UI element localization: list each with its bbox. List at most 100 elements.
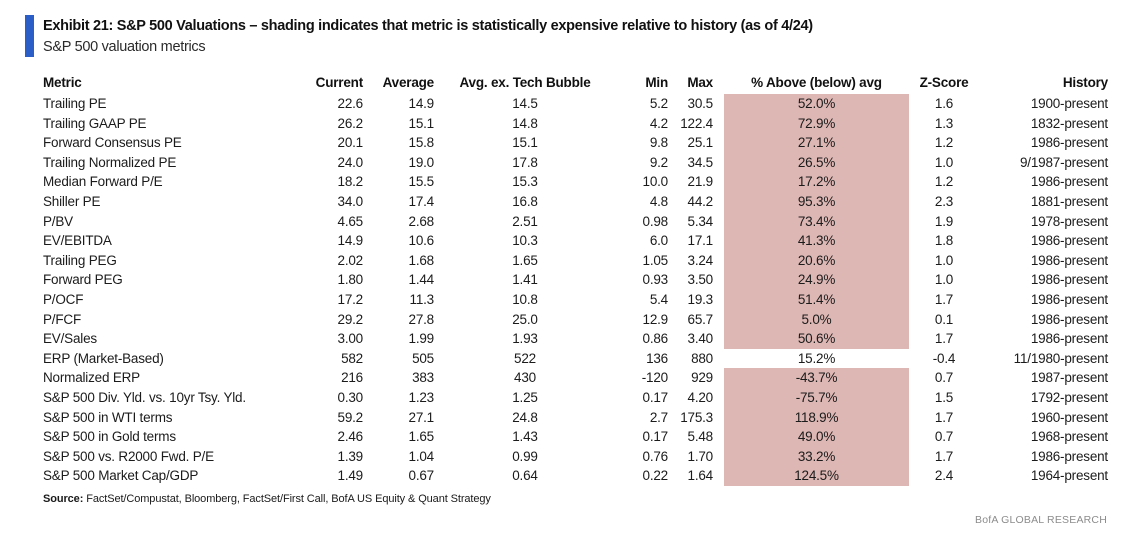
table-row: Forward PEG 1.80 1.44 1.41 0.93 3.50 24.… [43, 270, 1108, 290]
avg-ex-tech-bubble-cell: 1.25 [512, 389, 538, 405]
current-cell: 4.65 [337, 213, 364, 229]
valuation-table: Metric Current Average Avg. ex. Tech Bub… [43, 71, 1108, 486]
history-cell: 1986-present [1030, 272, 1108, 288]
table-row: S&P 500 in WTI terms 59.2 27.1 24.8 2.7 … [43, 407, 1108, 428]
current-cell: 216 [341, 370, 363, 386]
avg-ex-tech-bubble-cell: 0.99 [512, 448, 538, 464]
avg-ex-tech-bubble-cell: 17.8 [512, 154, 538, 170]
min-cell: 12.9 [642, 311, 669, 327]
table-row: Trailing Normalized PE 24.0 19.0 17.8 9.… [43, 152, 1108, 173]
current-cell: 1.39 [337, 448, 364, 464]
source-line: Source: FactSet/Compustat, Bloomberg, Fa… [43, 493, 1107, 505]
max-cell: 5.48 [687, 429, 714, 445]
metric-cell: P/FCF [43, 311, 81, 327]
max-cell: 25.1 [687, 135, 714, 151]
metric-cell: Trailing GAAP PE [43, 115, 147, 131]
current-cell: 20.1 [337, 135, 364, 151]
min-cell: 2.7 [649, 409, 668, 425]
exhibit-subtitle: S&P 500 valuation metrics [43, 39, 206, 55]
avg-ex-tech-bubble-cell: 1.43 [512, 429, 538, 445]
source-text: FactSet/Compustat, Bloomberg, FactSet/Fi… [83, 492, 491, 505]
metric-cell: Normalized ERP [43, 370, 140, 386]
history-cell: 1986-present [1030, 252, 1108, 268]
z-score-cell: 1.0 [934, 154, 954, 170]
metric-cell: P/OCF [43, 291, 84, 307]
table-row: Median Forward P/E 18.2 15.5 15.3 10.0 2… [43, 172, 1108, 192]
pct-above-avg-cell: 20.6% [713, 250, 909, 271]
max-cell: 5.34 [687, 213, 714, 229]
history-cell: 9/1987-present [1019, 154, 1108, 170]
table-row: P/BV 4.65 2.68 2.51 0.98 5.34 73.4% 1.9 … [43, 211, 1108, 232]
table-row: ERP (Market-Based) 582 505 522 136 880 1… [43, 349, 1108, 369]
metric-cell: S&P 500 Market Cap/GDP [43, 468, 199, 484]
history-cell: 1792-present [1030, 389, 1108, 405]
z-score-cell: 2.3 [934, 193, 954, 209]
metric-cell: Forward Consensus PE [43, 135, 182, 151]
table-row: Normalized ERP 216 383 430 -120 929 -43.… [43, 368, 1108, 388]
average-cell: 1.65 [408, 429, 435, 445]
max-cell: 122.4 [680, 115, 713, 131]
min-cell: -120 [641, 370, 668, 386]
avg-ex-tech-bubble-cell: 0.64 [512, 468, 538, 484]
min-cell: 10.0 [642, 174, 669, 190]
history-cell: 1978-present [1030, 213, 1108, 229]
current-cell: 582 [341, 350, 363, 366]
max-cell: 1.70 [687, 448, 714, 464]
pct-above-avg-cell: 95.3% [713, 191, 909, 212]
header-history: History [1062, 75, 1108, 90]
avg-ex-tech-bubble-cell: 16.8 [512, 193, 538, 209]
pct-above-avg-cell: 26.5% [713, 152, 909, 173]
metric-cell: EV/EBITDA [43, 233, 112, 249]
average-cell: 2.68 [408, 213, 435, 229]
pct-above-avg-cell: 49.0% [713, 427, 909, 447]
metric-cell: EV/Sales [43, 331, 97, 347]
history-cell: 1986-present [1030, 135, 1108, 151]
z-score-cell: 2.4 [934, 468, 954, 484]
history-cell: 1986-present [1030, 233, 1108, 249]
header-average: Average [382, 75, 435, 90]
valuation-table-wrap: Metric Current Average Avg. ex. Tech Bub… [43, 71, 1108, 486]
pct-above-avg-cell: 41.3% [713, 231, 909, 251]
average-cell: 15.8 [408, 135, 435, 151]
pct-above-avg-cell: 72.9% [713, 113, 909, 134]
min-cell: 0.93 [642, 272, 669, 288]
min-cell: 5.2 [649, 96, 668, 111]
table-row: Forward Consensus PE 20.1 15.8 15.1 9.8 … [43, 133, 1108, 153]
metric-cell: P/BV [43, 213, 73, 229]
avg-ex-tech-bubble-cell: 25.0 [512, 311, 538, 327]
history-cell: 1987-present [1030, 370, 1108, 386]
z-score-cell: 1.7 [934, 331, 954, 347]
current-cell: 1.49 [337, 468, 364, 484]
avg-ex-tech-bubble-cell: 10.8 [512, 291, 538, 307]
metric-cell: S&P 500 Div. Yld. vs. 10yr Tsy. Yld. [43, 389, 246, 405]
avg-ex-tech-bubble-cell: 2.51 [512, 213, 538, 229]
current-cell: 14.9 [337, 233, 364, 249]
history-cell: 1968-present [1030, 429, 1108, 445]
z-score-cell: 0.7 [934, 370, 954, 386]
current-cell: 24.0 [337, 154, 364, 170]
metric-cell: S&P 500 vs. R2000 Fwd. P/E [43, 448, 214, 464]
table-row: S&P 500 vs. R2000 Fwd. P/E 1.39 1.04 0.9… [43, 446, 1108, 467]
max-cell: 3.40 [687, 331, 714, 347]
pct-above-avg-cell: 24.9% [713, 270, 909, 290]
header-pct-above-avg: % Above (below) avg [751, 75, 882, 90]
pct-above-avg-cell: 73.4% [713, 211, 909, 232]
history-cell: 1832-present [1030, 115, 1108, 131]
history-cell: 1881-present [1030, 193, 1108, 209]
min-cell: 9.2 [649, 154, 668, 170]
max-cell: 1.64 [687, 468, 714, 484]
z-score-cell: 1.8 [934, 233, 954, 249]
pct-above-avg-cell: 124.5% [713, 466, 909, 486]
max-cell: 880 [691, 350, 713, 366]
header-max: Max [687, 75, 713, 90]
min-cell: 5.4 [649, 291, 668, 307]
metric-cell: ERP (Market-Based) [43, 350, 164, 366]
min-cell: 6.0 [649, 233, 668, 249]
max-cell: 19.3 [687, 291, 714, 307]
pct-above-avg-cell: 5.0% [713, 309, 909, 330]
avg-ex-tech-bubble-cell: 14.8 [512, 115, 538, 131]
z-score-cell: 1.7 [934, 409, 954, 425]
history-cell: 1986-present [1030, 448, 1108, 464]
z-score-cell: -0.4 [932, 350, 956, 366]
